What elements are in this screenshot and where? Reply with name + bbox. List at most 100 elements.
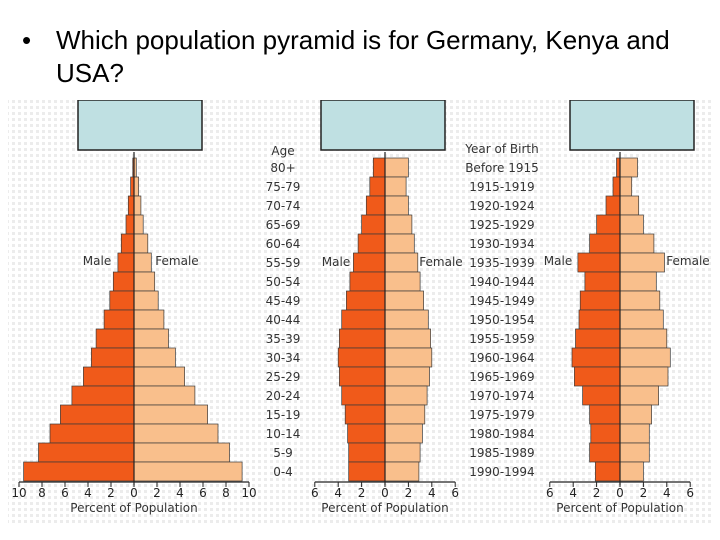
male-bar [584, 271, 621, 292]
female-bar [619, 404, 652, 425]
category-label: 75-79 [266, 180, 301, 194]
category-label: 15-19 [266, 408, 301, 422]
x-tick-label: 10 [241, 486, 256, 500]
x-tick-label: 0 [381, 486, 389, 500]
female-bar [384, 366, 430, 387]
category-label: 1975-1979 [469, 408, 534, 422]
female-bar [619, 290, 661, 311]
male-bar [23, 461, 135, 482]
x-tick-label: 6 [686, 486, 694, 500]
male-bar [589, 404, 621, 425]
category-label: 5-9 [273, 446, 293, 460]
male-bar [112, 271, 135, 292]
x-axis-label: Percent of Population [556, 501, 683, 515]
x-tick-label: 6 [451, 486, 459, 500]
category-label: 50-54 [266, 275, 301, 289]
category-label: 1960-1964 [469, 351, 534, 365]
x-tick-label: 8 [222, 486, 230, 500]
category-label: 45-49 [266, 294, 301, 308]
male-bar [38, 442, 135, 463]
category-label: 1930-1934 [469, 237, 534, 251]
male-bar [125, 214, 135, 235]
x-tick-label: 8 [38, 486, 46, 500]
category-label: 35-39 [266, 332, 301, 346]
male-bar [589, 233, 621, 254]
male-bar [117, 252, 135, 273]
x-tick-label: 4 [428, 486, 436, 500]
category-label: 1950-1954 [469, 313, 534, 327]
male-bar [596, 214, 621, 235]
female-bar [384, 423, 423, 444]
female-bar [384, 271, 421, 292]
female-bar [133, 233, 149, 254]
category-label: 1965-1969 [469, 370, 534, 384]
female-bar [133, 442, 230, 463]
male-bar [579, 290, 621, 311]
male-bar [595, 461, 621, 482]
female-bar [133, 423, 219, 444]
female-bar [384, 176, 407, 197]
male-bar [348, 461, 386, 482]
category-label: Before 1915 [465, 161, 539, 175]
male-bar [71, 385, 135, 406]
x-tick-label: 2 [640, 486, 648, 500]
question-bullet-item: • Which population pyramid is for German… [22, 24, 712, 90]
category-label: 1955-1959 [469, 332, 534, 346]
male-bar [361, 214, 386, 235]
male-bar [574, 366, 621, 387]
category-label: 20-24 [266, 389, 301, 403]
category-label: 40-44 [266, 313, 301, 327]
male-bar [109, 290, 135, 311]
female-bar [384, 404, 426, 425]
female-bar [619, 271, 657, 292]
x-tick-label: 6 [546, 486, 554, 500]
series-label-male: Male [83, 254, 111, 268]
category-label: 1935-1939 [469, 256, 534, 270]
male-bar [571, 347, 621, 368]
male-bar [103, 309, 135, 330]
category-label: 1985-1989 [469, 446, 534, 460]
male-bar [372, 157, 386, 178]
male-bar [91, 347, 135, 368]
female-bar [619, 442, 650, 463]
female-bar [619, 195, 640, 216]
female-bar [619, 176, 633, 197]
female-bar [619, 328, 668, 349]
male-bar [60, 404, 135, 425]
male-bar [339, 328, 386, 349]
female-bar [384, 233, 415, 254]
category-label: 1980-1984 [469, 427, 534, 441]
category-axis-title: Year of Birth [464, 142, 538, 156]
category-label: 30-34 [266, 351, 301, 365]
female-bar [619, 461, 644, 482]
category-label: 1920-1924 [469, 199, 534, 213]
x-tick-label: 0 [130, 486, 138, 500]
male-bar [578, 309, 621, 330]
series-label-male: Male [544, 254, 572, 268]
female-bar [133, 309, 165, 330]
female-bar [133, 366, 185, 387]
male-bar [348, 442, 386, 463]
female-bar [133, 404, 208, 425]
series-label-female: Female [155, 254, 198, 268]
male-bar [605, 195, 621, 216]
male-bar [49, 423, 135, 444]
female-bar [619, 157, 638, 178]
male-bar [365, 195, 386, 216]
female-bar [619, 214, 644, 235]
question-text: Which population pyramid is for Germany,… [56, 25, 670, 88]
female-bar [384, 252, 419, 273]
female-bar [133, 252, 152, 273]
male-bar [120, 233, 135, 254]
category-label: 10-14 [266, 427, 301, 441]
male-bar [353, 252, 386, 273]
female-bar [384, 347, 433, 368]
x-tick-label: 4 [176, 486, 184, 500]
category-axis-title: Age [271, 144, 294, 158]
x-tick-label: 2 [153, 486, 161, 500]
bullet-glyph: • [22, 25, 32, 55]
x-tick-label: 2 [593, 486, 601, 500]
male-bar [95, 328, 135, 349]
category-label: 1970-1974 [469, 389, 534, 403]
male-bar [337, 347, 386, 368]
